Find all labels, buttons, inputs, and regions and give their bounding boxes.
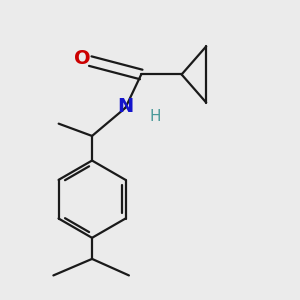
Text: N: N xyxy=(117,97,134,116)
Text: H: H xyxy=(149,109,161,124)
Text: O: O xyxy=(74,49,91,68)
